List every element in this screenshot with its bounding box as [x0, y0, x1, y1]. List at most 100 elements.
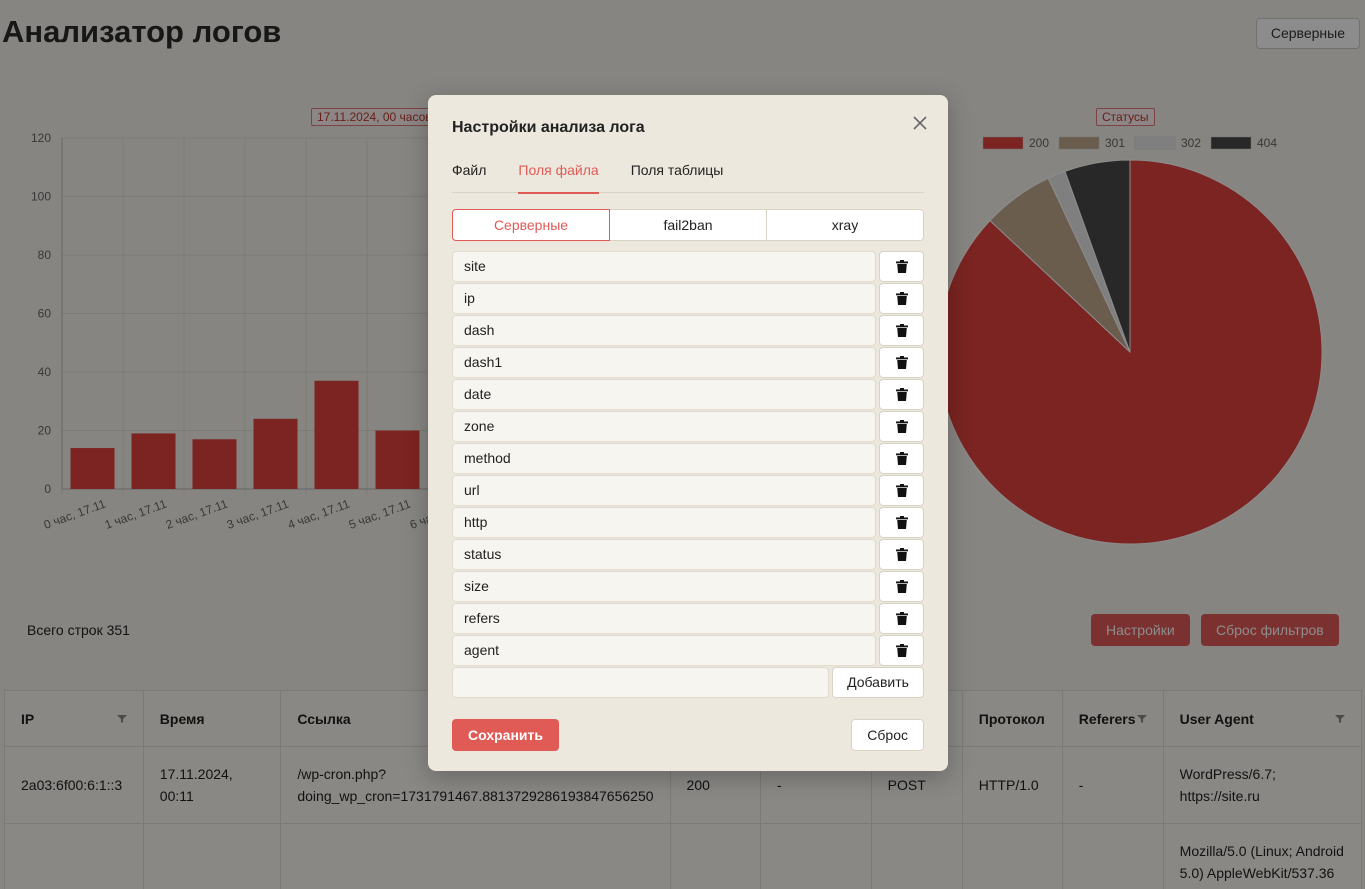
trash-icon — [895, 452, 908, 465]
delete-field-button[interactable] — [879, 603, 924, 634]
column-header[interactable]: Время — [142, 690, 282, 747]
bar[interactable] — [314, 380, 359, 489]
bar[interactable] — [70, 448, 115, 489]
filter-icon[interactable] — [1335, 714, 1345, 724]
field-name-input[interactable]: size — [452, 571, 876, 602]
preset-option[interactable]: fail2ban — [609, 209, 767, 241]
modal-tabs: Файл Поля файла Поля таблицы — [452, 158, 924, 194]
legend-swatch[interactable] — [1134, 136, 1176, 150]
table-row[interactable]: Mozilla/5.0 (Linux; Android 5.0) AppleWe… — [4, 823, 1363, 889]
preset-select-button[interactable]: Серверные — [1255, 18, 1360, 49]
field-name-input[interactable]: refers — [452, 603, 876, 634]
new-field-input[interactable] — [452, 667, 829, 698]
column-header[interactable]: Протокол — [961, 690, 1063, 747]
legend-label[interactable]: 404 — [1257, 136, 1277, 150]
modal-tab[interactable]: Поля таблицы — [630, 162, 724, 178]
field-name-input[interactable]: status — [452, 539, 876, 570]
hourly-bar-chart: 17.11.2024, 00 часов 0 20 40 60 80 100 120 0 ча… — [0, 100, 440, 560]
delete-field-button[interactable] — [879, 315, 924, 346]
trash-icon — [895, 580, 908, 593]
field-name-input[interactable]: method — [452, 443, 876, 474]
preset-option[interactable]: xray — [766, 209, 924, 241]
field-name-input[interactable]: url — [452, 475, 876, 506]
column-header-label: Referers — [1078, 710, 1136, 727]
y-tick-label: 60 — [38, 307, 52, 321]
legend-swatch[interactable] — [1058, 136, 1100, 150]
delete-field-button[interactable] — [879, 251, 924, 282]
field-row: method — [452, 443, 924, 475]
page-title: Анализатор логов — [2, 14, 282, 49]
table-cell — [280, 823, 671, 889]
modal-tab[interactable]: Поля файла — [518, 158, 599, 194]
reset-filters-button[interactable]: Сброс фильтров — [1201, 614, 1339, 646]
delete-field-button[interactable] — [879, 475, 924, 506]
file-fields-list: site ip dash dash1 date zone method url http stat… — [452, 251, 924, 699]
delete-field-button[interactable] — [879, 379, 924, 410]
table-cell: HTTP/1.0 — [961, 746, 1063, 824]
y-tick-label: 40 — [38, 365, 52, 379]
delete-field-button[interactable] — [879, 635, 924, 666]
bar[interactable] — [192, 439, 237, 489]
save-button[interactable]: Сохранить — [452, 719, 559, 751]
column-header[interactable]: User Agent — [1162, 690, 1363, 747]
delete-field-button[interactable] — [879, 443, 924, 474]
legend-swatch[interactable] — [982, 136, 1024, 150]
field-name-input[interactable]: dash1 — [452, 347, 876, 378]
table-cell — [142, 823, 282, 889]
reset-button[interactable]: Сброс — [851, 719, 924, 751]
close-icon[interactable] — [910, 113, 930, 133]
pie-chart-svg: 200 301 302 404 — [940, 136, 1323, 545]
field-row: site — [452, 251, 924, 283]
preset-option[interactable]: Серверные — [452, 209, 610, 241]
bar[interactable] — [131, 433, 176, 489]
legend-swatch[interactable] — [1210, 136, 1252, 150]
delete-field-button[interactable] — [879, 571, 924, 602]
trash-icon — [895, 292, 908, 305]
field-name-input[interactable]: http — [452, 507, 876, 538]
trash-icon — [895, 484, 908, 497]
trash-icon — [895, 612, 908, 625]
modal-tab[interactable]: Файл — [452, 162, 487, 178]
field-name-input[interactable]: date — [452, 379, 876, 410]
bar[interactable] — [375, 430, 420, 490]
pie-slice[interactable] — [1064, 159, 1131, 353]
column-header[interactable]: Referers — [1061, 690, 1164, 747]
pie-slice[interactable] — [940, 159, 1323, 545]
total-rows-label: Всего строк 351 — [27, 622, 130, 638]
field-row: status — [452, 539, 924, 571]
field-name-input[interactable]: zone — [452, 411, 876, 442]
table-cell — [4, 823, 144, 889]
legend-label[interactable]: 200 — [1029, 136, 1049, 150]
field-name-input[interactable]: ip — [452, 283, 876, 314]
trash-icon — [895, 260, 908, 273]
trash-icon — [895, 324, 908, 337]
delete-field-button[interactable] — [879, 411, 924, 442]
settings-button[interactable]: Настройки — [1091, 614, 1190, 646]
field-name-input[interactable]: agent — [452, 635, 876, 666]
field-row: refers — [452, 603, 924, 635]
delete-field-button[interactable] — [879, 539, 924, 570]
settings-modal: Настройки анализа лога Файл Поля файла Пол… — [428, 95, 948, 771]
trash-icon — [895, 516, 908, 529]
trash-icon — [895, 644, 908, 657]
modal-title: Настройки анализа лога — [452, 119, 645, 136]
delete-field-button[interactable] — [879, 507, 924, 538]
column-header[interactable]: IP — [4, 690, 144, 747]
field-row: zone — [452, 411, 924, 443]
preset-switcher: Серверные fail2ban xray — [452, 209, 924, 241]
delete-field-button[interactable] — [879, 283, 924, 314]
bar[interactable] — [253, 418, 298, 489]
legend-label[interactable]: 302 — [1181, 136, 1201, 150]
column-header-label: Время — [159, 710, 205, 727]
legend-label[interactable]: 301 — [1105, 136, 1125, 150]
field-name-input[interactable]: site — [452, 251, 876, 282]
add-field-button[interactable]: Добавить — [832, 667, 924, 698]
trash-icon — [895, 420, 908, 433]
trash-icon — [895, 548, 908, 561]
delete-field-button[interactable] — [879, 347, 924, 378]
table-cell: 2a03:6f00:6:1::3 — [4, 746, 144, 824]
field-name-input[interactable]: dash — [452, 315, 876, 346]
filter-icon[interactable] — [116, 714, 127, 724]
filter-icon[interactable] — [1136, 714, 1147, 724]
